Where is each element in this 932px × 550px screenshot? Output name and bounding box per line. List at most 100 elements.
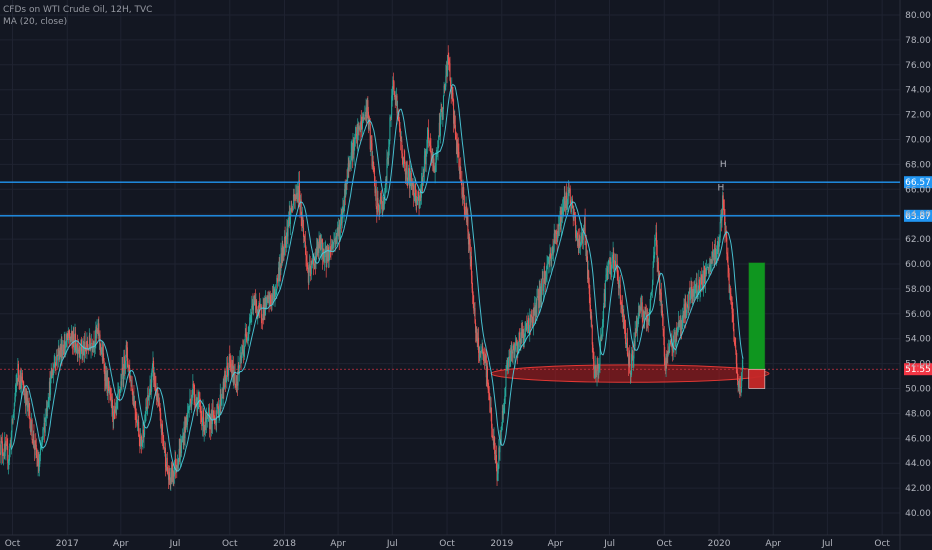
candle-body xyxy=(104,371,106,381)
candle-body xyxy=(1,441,3,453)
candle-body xyxy=(448,57,450,62)
candle-body xyxy=(48,381,50,400)
candle-body xyxy=(96,329,98,333)
candle-body xyxy=(487,383,489,390)
candle-body xyxy=(631,354,633,375)
candle-body xyxy=(461,180,463,195)
price-tick-label: 78.00 xyxy=(905,36,931,46)
candle-body xyxy=(587,270,589,280)
candle-body xyxy=(687,304,688,308)
candle-body xyxy=(274,296,276,299)
candle-body xyxy=(513,349,515,358)
candle-body xyxy=(122,367,124,371)
candle-body xyxy=(125,345,127,361)
price-axis[interactable]: 40.00 42.00 44.00 46.00 48.00 50.00 52.00 54.00… xyxy=(905,11,931,519)
candle-body xyxy=(191,400,193,407)
candle-body xyxy=(227,369,229,376)
candle-body xyxy=(738,384,740,387)
candle-body xyxy=(706,267,708,268)
candle-body xyxy=(217,404,219,407)
candle-body xyxy=(383,204,385,210)
candle-body xyxy=(168,472,170,480)
candle-body xyxy=(10,443,12,447)
candle-body xyxy=(50,370,52,377)
candles xyxy=(0,45,744,491)
candle-body xyxy=(54,362,56,364)
candle-body xyxy=(167,473,169,480)
candle-body xyxy=(129,368,131,380)
candle-body xyxy=(484,353,486,364)
candle-body xyxy=(689,291,691,301)
candle-body xyxy=(684,304,686,318)
candle-body xyxy=(281,245,283,265)
price-tick-label: 60.00 xyxy=(905,260,931,270)
candle-body xyxy=(592,344,594,352)
candle-body xyxy=(18,374,20,382)
candle-body xyxy=(539,286,541,303)
candle-body xyxy=(710,262,712,272)
candle-body xyxy=(410,172,412,177)
candle-body xyxy=(282,245,284,256)
candle-body xyxy=(433,158,435,172)
time-axis[interactable]: Oct 2017 Apr Jul Oct 2018 Apr Jul Oct 2019 Apr Jul O… xyxy=(5,539,891,549)
long-position-tool[interactable] xyxy=(748,262,766,389)
candle-body xyxy=(407,170,409,184)
candle-body xyxy=(738,380,740,385)
candle-body xyxy=(417,191,419,196)
candle-body xyxy=(642,318,644,320)
candle-body xyxy=(472,294,474,304)
candle-body xyxy=(544,272,546,283)
candle-body xyxy=(652,266,654,285)
candle-body xyxy=(614,261,616,266)
symbol-title[interactable]: CFDs on WTI Crude Oil, 12H, TVC xyxy=(3,5,153,15)
candle-body xyxy=(103,353,105,361)
candle-body xyxy=(537,296,538,298)
candle-body xyxy=(443,85,445,96)
candle-body xyxy=(152,360,154,366)
candle-body xyxy=(208,413,210,415)
candle-body xyxy=(183,426,185,446)
candle-body xyxy=(185,417,187,424)
candle-body xyxy=(560,210,562,226)
candle-body xyxy=(543,271,545,287)
candle-body xyxy=(601,327,603,334)
candle-body xyxy=(682,315,684,318)
candle-body xyxy=(123,356,125,379)
candle-body xyxy=(151,365,153,372)
candle-body xyxy=(0,440,2,455)
candle-body xyxy=(651,291,653,295)
candle-body xyxy=(93,340,95,347)
candle-body xyxy=(680,320,682,331)
candle-body xyxy=(8,460,10,462)
candle-body xyxy=(372,160,374,167)
candle-body xyxy=(108,386,110,393)
candle-body xyxy=(365,107,367,117)
candle-body xyxy=(449,63,451,81)
candle-body xyxy=(294,196,296,200)
candle-body xyxy=(730,294,732,304)
candle-body xyxy=(117,392,119,400)
candle-body xyxy=(397,111,399,114)
candle-body xyxy=(538,286,540,309)
candle-body xyxy=(498,447,500,469)
time-tick-label: 2020 xyxy=(708,539,731,549)
horizontal-levels[interactable]: 66.57 63.87 51.55 xyxy=(0,176,932,376)
candle-body xyxy=(90,343,92,351)
candle-body xyxy=(389,117,391,119)
candle-body xyxy=(387,157,388,160)
candle-body xyxy=(325,246,327,253)
candle-body xyxy=(103,360,105,372)
candle-body xyxy=(193,384,195,395)
candle-body xyxy=(48,399,50,403)
candle-body xyxy=(644,313,646,315)
candle-body xyxy=(111,399,113,407)
candle-body xyxy=(9,449,11,461)
candle-body xyxy=(476,328,478,340)
candle-body xyxy=(709,264,711,267)
indicator-title[interactable]: MA (20, close) xyxy=(3,17,68,27)
candle-body xyxy=(135,410,137,417)
candle-body xyxy=(411,183,413,186)
candle-body xyxy=(492,435,494,438)
